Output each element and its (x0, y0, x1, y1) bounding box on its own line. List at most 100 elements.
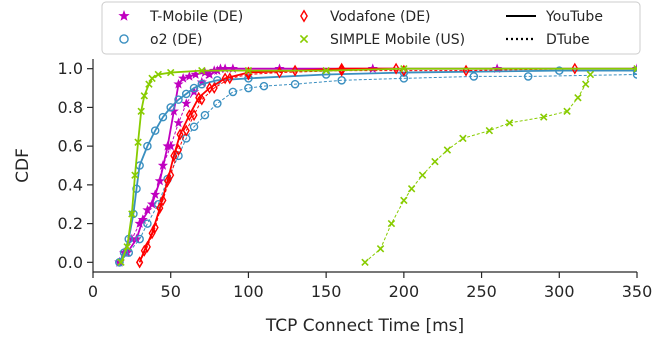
data-point (128, 210, 136, 218)
series-x-youtube (117, 64, 637, 267)
data-point (143, 240, 151, 253)
data-point (134, 218, 145, 228)
data-point (291, 64, 299, 77)
data-point (145, 80, 153, 88)
series-layer (114, 62, 637, 269)
data-point (290, 79, 300, 89)
y-tick-label: 0.6 (58, 137, 83, 156)
series-x-dtube (361, 70, 595, 267)
data-point (185, 109, 193, 122)
data-point (134, 138, 142, 146)
data-point (174, 144, 183, 157)
data-point (150, 189, 161, 199)
x-tick-label: 250 (466, 282, 497, 301)
data-point (154, 70, 162, 79)
data-point (204, 69, 215, 79)
data-point (361, 258, 369, 267)
y-tick-label: 1.0 (58, 59, 83, 78)
data-point (132, 184, 141, 194)
data-point (485, 126, 494, 135)
legend-label: SIMPLE Mobile (US) (330, 32, 465, 48)
y-tick-label: 0.2 (58, 214, 83, 233)
data-point (182, 124, 190, 137)
data-point (154, 175, 165, 186)
data-point (159, 194, 167, 207)
data-point (555, 66, 564, 75)
data-point (469, 72, 479, 81)
data-point (338, 62, 346, 75)
data-point (189, 122, 199, 132)
data-point (181, 89, 191, 99)
data-point (459, 134, 467, 143)
y-tick-label: 0.4 (58, 175, 83, 194)
data-point (157, 160, 169, 170)
data-point (135, 234, 144, 244)
data-point (131, 171, 139, 179)
legend-entry: SIMPLE Mobile (US) (299, 32, 465, 48)
data-point (337, 76, 346, 85)
data-point (338, 64, 346, 77)
data-point (174, 95, 183, 104)
data-point (418, 171, 427, 179)
legend-entry: YouTube (506, 9, 603, 25)
data-point (431, 157, 439, 166)
legend-label: YouTube (545, 9, 603, 25)
data-point (123, 243, 131, 251)
legend-label: T-Mobile (DE) (149, 9, 243, 25)
data-point (400, 64, 408, 73)
data-point (167, 169, 175, 182)
legend-label: Vodafone (DE) (330, 9, 431, 25)
series-line (120, 67, 637, 263)
data-point (129, 209, 138, 219)
data-point (322, 66, 330, 75)
data-point (244, 83, 253, 93)
legend-entry: Vodafone (DE) (300, 9, 431, 25)
y-axis-label: CDF (13, 148, 33, 183)
data-point (407, 185, 416, 193)
data-point (190, 109, 198, 122)
data-point (137, 214, 148, 225)
legend-entry: T-Mobile (DE) (118, 9, 243, 25)
data-point (210, 82, 218, 95)
data-point (443, 146, 452, 154)
x-axis-label: TCP Connect Time [ms] (265, 316, 464, 336)
x-tick-label: 150 (311, 282, 342, 301)
data-point (137, 107, 145, 115)
data-point (228, 87, 238, 97)
data-point (505, 119, 514, 127)
data-point (168, 105, 179, 116)
series-line (364, 74, 591, 263)
data-point (586, 70, 595, 79)
data-point (148, 74, 156, 83)
data-point (181, 98, 192, 108)
data-point (143, 219, 152, 228)
legend-marker (118, 10, 130, 21)
data-point (200, 110, 210, 120)
data-point (151, 221, 159, 234)
data-point (166, 68, 175, 77)
data-point (158, 112, 168, 122)
data-point (198, 66, 206, 75)
data-point (117, 258, 125, 267)
legend-label: DTube (546, 32, 590, 48)
data-point (571, 62, 579, 75)
legend-entry: DTube (506, 32, 590, 48)
data-point (165, 140, 176, 151)
data-point (143, 141, 152, 151)
data-point (136, 256, 144, 269)
data-point (540, 113, 548, 121)
x-tick-label: 100 (233, 282, 264, 301)
x-tick-label: 50 (161, 282, 181, 301)
data-point (563, 107, 571, 115)
data-point (189, 83, 199, 93)
data-point (244, 74, 253, 83)
data-point (173, 117, 184, 128)
data-point (633, 64, 637, 73)
data-point (178, 73, 189, 83)
data-point (184, 71, 195, 81)
data-point (581, 80, 590, 88)
data-point (226, 72, 234, 85)
data-point (142, 204, 153, 215)
legend-marker (299, 34, 309, 44)
data-point (173, 78, 184, 89)
